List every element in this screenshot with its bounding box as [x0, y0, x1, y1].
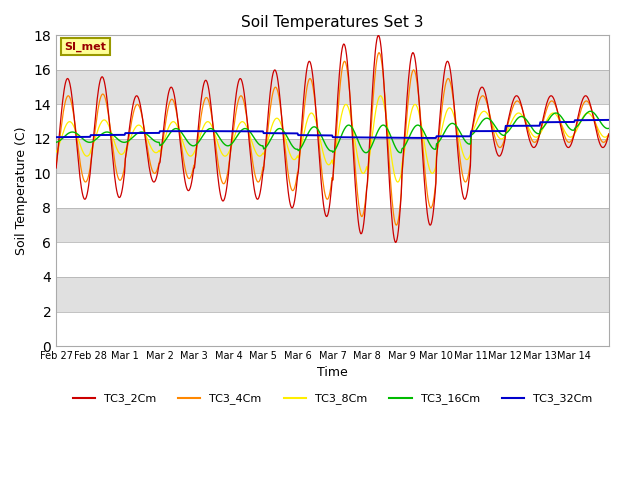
Bar — [56, 312, 609, 346]
Legend: TC3_2Cm, TC3_4Cm, TC3_8Cm, TC3_16Cm, TC3_32Cm: TC3_2Cm, TC3_4Cm, TC3_8Cm, TC3_16Cm, TC3… — [68, 389, 596, 409]
Bar — [56, 173, 609, 208]
Bar — [56, 104, 609, 139]
Bar — [56, 242, 609, 277]
X-axis label: Time: Time — [317, 366, 348, 380]
Title: Soil Temperatures Set 3: Soil Temperatures Set 3 — [241, 15, 424, 30]
Bar — [56, 70, 609, 104]
Bar — [56, 277, 609, 312]
Text: SI_met: SI_met — [65, 41, 106, 51]
Bar — [56, 208, 609, 242]
Bar — [56, 36, 609, 70]
Bar — [56, 139, 609, 173]
Y-axis label: Soil Temperature (C): Soil Temperature (C) — [15, 126, 28, 255]
